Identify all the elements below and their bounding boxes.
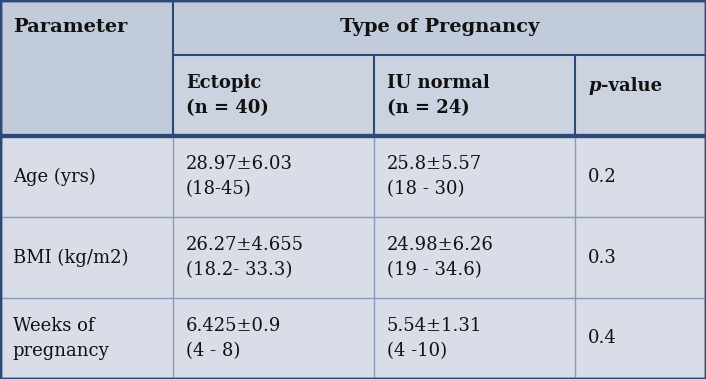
Text: Parameter: Parameter xyxy=(13,19,127,36)
Bar xyxy=(0,136,173,217)
Text: IU normal
(n = 24): IU normal (n = 24) xyxy=(387,74,490,117)
Bar xyxy=(575,217,706,298)
Bar xyxy=(0,298,173,379)
Text: 25.8±5.57
(18 - 30): 25.8±5.57 (18 - 30) xyxy=(387,155,482,198)
Bar xyxy=(575,55,706,136)
Text: 24.98±6.26
(19 - 34.6): 24.98±6.26 (19 - 34.6) xyxy=(387,236,493,279)
Bar xyxy=(374,217,575,298)
Text: BMI (kg/m2): BMI (kg/m2) xyxy=(13,248,128,267)
Bar xyxy=(374,55,575,136)
Bar xyxy=(374,136,575,217)
Bar xyxy=(173,298,374,379)
Bar xyxy=(173,0,706,55)
Text: Age (yrs): Age (yrs) xyxy=(13,168,95,186)
Bar xyxy=(374,298,575,379)
Text: 0.3: 0.3 xyxy=(588,249,617,266)
Text: 28.97±6.03
(18-45): 28.97±6.03 (18-45) xyxy=(186,155,293,198)
Bar xyxy=(0,217,173,298)
Text: 0.2: 0.2 xyxy=(588,168,617,186)
Bar xyxy=(173,55,374,136)
Bar xyxy=(575,298,706,379)
Text: 5.54±1.31
(4 -10): 5.54±1.31 (4 -10) xyxy=(387,317,482,360)
Bar xyxy=(173,217,374,298)
Text: 26.27±4.655
(18.2- 33.3): 26.27±4.655 (18.2- 33.3) xyxy=(186,236,304,279)
Bar xyxy=(173,136,374,217)
Text: p: p xyxy=(588,77,601,95)
Bar xyxy=(575,136,706,217)
Bar xyxy=(0,55,173,136)
Text: Type of Pregnancy: Type of Pregnancy xyxy=(340,19,539,36)
Text: Weeks of
pregnancy: Weeks of pregnancy xyxy=(13,317,109,360)
Text: 6.425±0.9
(4 - 8): 6.425±0.9 (4 - 8) xyxy=(186,317,281,360)
Text: Ectopic
(n = 40): Ectopic (n = 40) xyxy=(186,74,268,117)
Text: 0.4: 0.4 xyxy=(588,329,617,348)
Text: -value: -value xyxy=(601,77,662,95)
Bar xyxy=(0,0,173,55)
